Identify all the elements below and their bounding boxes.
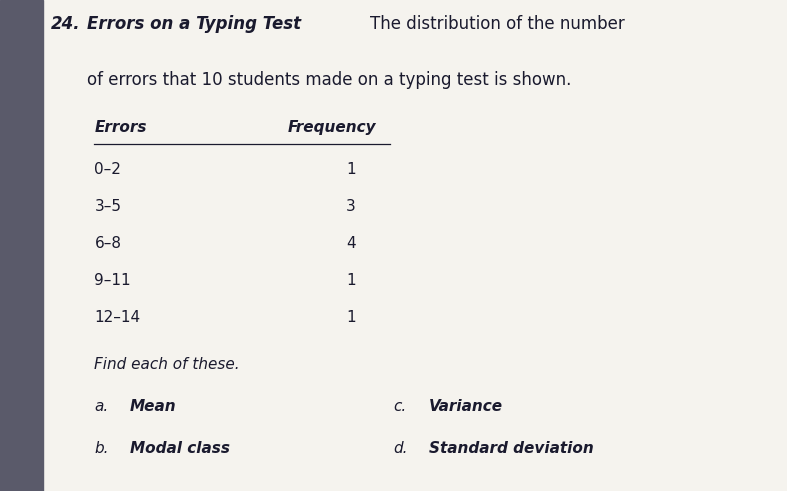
Text: 6–8: 6–8 (94, 236, 121, 251)
Text: c.: c. (394, 399, 407, 414)
Text: Variance: Variance (429, 399, 503, 414)
Text: Mean: Mean (130, 399, 176, 414)
Text: 0–2: 0–2 (94, 163, 121, 177)
Text: 1: 1 (346, 163, 356, 177)
Bar (0, 0, 43, 491)
Text: of errors that 10 students made on a typing test is shown.: of errors that 10 students made on a typ… (87, 71, 571, 89)
Text: 9–11: 9–11 (94, 273, 131, 288)
Text: 1: 1 (346, 310, 356, 325)
Text: 3–5: 3–5 (94, 199, 121, 214)
Text: Errors: Errors (94, 120, 147, 136)
Text: Frequency: Frequency (287, 120, 376, 136)
Text: 12–14: 12–14 (94, 310, 141, 325)
Text: b.: b. (94, 441, 109, 456)
Text: 4: 4 (346, 236, 356, 251)
Text: 3: 3 (346, 199, 356, 214)
Text: The distribution of the number: The distribution of the number (370, 15, 625, 33)
Text: a.: a. (94, 399, 109, 414)
Text: d.: d. (394, 441, 408, 456)
Text: 1: 1 (346, 273, 356, 288)
Text: Modal class: Modal class (130, 441, 230, 456)
Text: Find each of these.: Find each of these. (94, 357, 240, 373)
Text: 24.: 24. (51, 15, 81, 33)
Text: Errors on a Typing Test: Errors on a Typing Test (87, 15, 301, 33)
Text: Standard deviation: Standard deviation (429, 441, 593, 456)
